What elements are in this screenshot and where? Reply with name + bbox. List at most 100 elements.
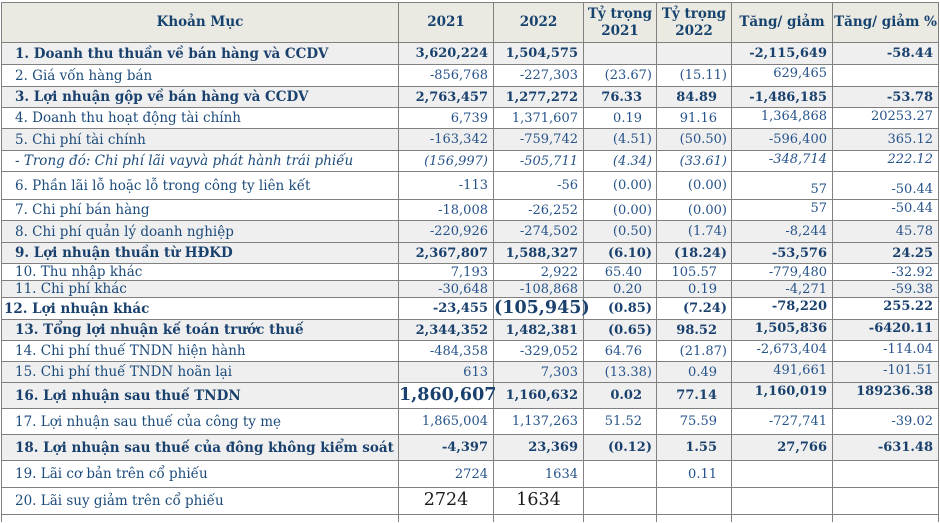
cell-label: 18. Lợi nhuận sau thuế của đông không ki…: [1, 434, 399, 461]
table-row: 3. Lợi nhuận gộp về bán hàng và CCDV 2,76…: [1, 86, 939, 108]
cell-tg: 629,465: [731, 64, 833, 87]
cell-tgp: 24.25: [832, 242, 939, 264]
cell-y2022: -505,711: [493, 150, 584, 172]
cell-tgp: 189236.38: [832, 382, 939, 409]
cell-tt2022: 91.16: [656, 107, 732, 129]
table-row: 14. Chi phí thuế TNDN hiện hành -484,358-…: [1, 340, 939, 362]
cell-tt2021: 65.40: [583, 263, 657, 281]
cell-tgp: [832, 64, 939, 87]
cell-y2022: 7,303: [493, 361, 584, 383]
cell-y2021: 1,865,004: [398, 408, 494, 435]
cell-tt2022: 0.49: [656, 361, 732, 383]
cell-y2022: -56: [493, 171, 584, 200]
cell-y2021: 2,367,807: [398, 242, 494, 264]
cell-y2021: 1,860,607: [398, 382, 496, 409]
cell-tg: -8,244: [731, 220, 833, 243]
cell-y2021: 2,763,457: [398, 86, 494, 108]
table-row: 2. Giá vốn hàng bán -856,768 -227,303 (23.6…: [1, 64, 939, 87]
cell-tt2022: 1.55: [656, 434, 732, 461]
cell-y2022: 1,137,263: [493, 408, 584, 435]
cell-tgp: 45.78: [832, 220, 939, 243]
cell-tt2021: 64.76: [583, 340, 657, 362]
cell-y2021: -23,455: [398, 297, 494, 320]
cell-y2021: (156,997): [398, 150, 494, 172]
cell-label: 14. Chi phí thuế TNDN hiện hành: [1, 340, 399, 362]
col-header-ty-trong-2022: Tỷ trọng 2022: [656, 2, 732, 43]
cell-tgp: 20253.27: [832, 107, 939, 129]
cell-tg: 1,160,019: [731, 382, 833, 409]
cell-tt2022: (0.00): [656, 199, 732, 221]
table-row: 15. Chi phí thuế TNDN hoãn lại 613 7,303 (1…: [1, 361, 939, 383]
cell-y2021: -113: [398, 171, 494, 200]
cell-y2022: 2,922: [493, 263, 584, 281]
table-row: 6. Phần lãi lỗ hoặc lỗ trong công ty liê…: [1, 171, 939, 200]
cell-tgp: -114.04: [832, 340, 939, 362]
table-row: 16. Lợi nhuận sau thuế TNDN 1,860,607 1,16…: [1, 382, 939, 409]
cell-tt2022: (18.24): [656, 242, 732, 264]
table-row: 13. Tổng lợi nhuận kế toán trước thuế 2,3…: [1, 319, 939, 341]
cell-tt2022: (1.74): [656, 220, 732, 243]
cell-y2022: -227,303: [493, 64, 584, 87]
cell-y2021: -30,648: [398, 280, 494, 298]
cell-tt2021: (0.12): [583, 434, 657, 461]
cell-tgp: -39.02: [832, 408, 939, 435]
cell-tg: [731, 487, 833, 515]
table-row: 5. Chi phí tài chính -163,342 -759,742 (4.5…: [1, 128, 939, 151]
table-row: 12. Lợi nhuận khác -23,455 (105,945) (0.85)…: [1, 297, 939, 320]
cell-label: 11. Chi phí khác: [1, 280, 399, 298]
cell-tt2022: 105.57: [656, 263, 732, 281]
cell-tt2021: 76.33: [583, 86, 657, 108]
bottom-filler: [1, 514, 939, 522]
table-row: 7. Chi phí bán hàng -18,008 -26,252 (0.00)(…: [1, 199, 939, 221]
col-header-tang-giam-pct: Tăng/ giảm %: [832, 2, 939, 43]
cell-label: 13. Tổng lợi nhuận kế toán trước thuế: [1, 319, 399, 341]
cell-label: 3. Lợi nhuận gộp về bán hàng và CCDV: [1, 86, 399, 108]
cell-tg: 1,505,836: [731, 319, 833, 341]
cell-label: - Trong đó: Chi phí lãi vayvà phát hành …: [1, 150, 399, 172]
cell-tt2021: [583, 42, 657, 65]
cell-tt2021: (0.85): [583, 297, 657, 320]
cell-label: 8. Chi phí quản lý doanh nghiệp: [1, 220, 399, 243]
cell-label: 12. Lợi nhuận khác: [1, 297, 399, 320]
cell-tt2022: 84.89: [656, 86, 732, 108]
cell-tg: -727,741: [731, 408, 833, 435]
cell-y2021: 3,620,224: [398, 42, 494, 65]
cell-tt2021: (13.38): [583, 361, 657, 383]
cell-tt2021: (0.00): [583, 199, 657, 221]
cell-tt2022: 0.19: [656, 280, 732, 298]
cell-y2021: 7,193: [398, 263, 494, 281]
table-row: 17. Lợi nhuận sau thuế của công ty mẹ 1,8…: [1, 408, 939, 435]
col-header-ty-trong-2021: Tỷ trọng 2021: [583, 2, 657, 43]
cell-y2022: -274,502: [493, 220, 584, 243]
cell-tt2021: (23.67): [583, 64, 657, 87]
cell-tgp: -32.92: [832, 263, 939, 281]
cell-tg: -4,271: [731, 280, 833, 298]
cell-tt2021: (0.50): [583, 220, 657, 243]
cell-y2022: 1,588,327: [493, 242, 584, 264]
cell-y2022: -26,252: [493, 199, 584, 221]
table-body: 1. Doanh thu thuần về bán hàng và CCDV 3,…: [1, 42, 939, 522]
cell-tg: 57: [731, 171, 833, 200]
cell-tgp: [832, 460, 939, 488]
cell-y2022: -759,742: [493, 128, 584, 151]
cell-tt2022: (15.11): [656, 64, 732, 87]
cell-label: 9. Lợi nhuận thuần từ HĐKD: [1, 242, 399, 264]
cell-tgp: -59.38: [832, 280, 939, 298]
cell-tgp: [832, 487, 939, 515]
col-header-2021: 2021: [398, 2, 494, 43]
cell-y2021: -18,008: [398, 199, 494, 221]
cell-label: 1. Doanh thu thuần về bán hàng và CCDV: [1, 42, 399, 65]
cell-tt2021: 0.19: [583, 107, 657, 129]
cell-label: 4. Doanh thu hoạt động tài chính: [1, 107, 399, 129]
cell-y2022: 1,160,632: [493, 382, 584, 409]
cell-y2021: -4,397: [398, 434, 494, 461]
cell-label: 5. Chi phí tài chính: [1, 128, 399, 151]
table-row: 18. Lợi nhuận sau thuế của đông không ki…: [1, 434, 939, 461]
cell-tt2021: (4.34): [583, 150, 657, 172]
cell-tt2022: 0.11: [656, 460, 732, 488]
cell-tgp: -50.44: [832, 199, 939, 221]
cell-label: 16. Lợi nhuận sau thuế TNDN: [1, 382, 399, 409]
cell-label: 17. Lợi nhuận sau thuế của công ty mẹ: [1, 408, 399, 435]
cell-tg: -779,480: [731, 263, 833, 281]
